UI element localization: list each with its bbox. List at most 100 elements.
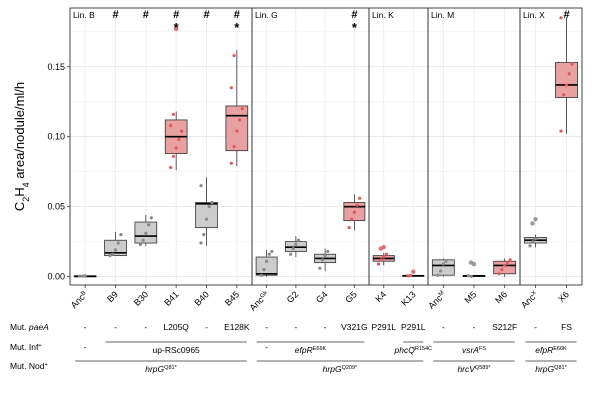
x-tick-label: B41 [162, 289, 180, 307]
data-point [436, 273, 440, 277]
significance-hash: # [112, 9, 118, 21]
data-point [562, 93, 566, 97]
x-tick-label: M5 [462, 289, 478, 305]
annotation-cell: - [473, 322, 476, 332]
data-point [497, 272, 501, 276]
box-iqr [104, 239, 127, 257]
x-tick-label: M6 [493, 289, 509, 305]
annotation-span-label: phcQR154C [394, 345, 433, 355]
data-point [294, 242, 298, 247]
data-point [232, 144, 236, 149]
annotation-span-label: hrpGQ81* [145, 364, 177, 374]
box-b40: # [195, 9, 218, 246]
annotation-cell: - [265, 342, 268, 352]
x-tick-label: G4 [314, 289, 330, 305]
data-point [177, 137, 181, 142]
data-point [528, 244, 532, 248]
data-point [138, 242, 142, 247]
panel-label: Lin. B [73, 10, 95, 20]
data-point [289, 252, 293, 256]
box-k13 [402, 269, 425, 278]
box-g5: #* [343, 9, 366, 231]
data-point [265, 259, 269, 263]
annotation-cell: FS [561, 322, 572, 332]
data-point [508, 258, 512, 262]
data-point [83, 274, 87, 278]
grid [70, 8, 582, 285]
data-point [237, 118, 242, 122]
data-point [180, 129, 184, 133]
data-point [169, 165, 173, 170]
annotation-cell: - [294, 322, 297, 332]
data-point [384, 252, 389, 256]
mutation-annotations: Mut. paeA - - - L205Q - E128K - - - V321G P291L P291… [10, 322, 577, 374]
data-point [352, 210, 356, 214]
x-tick-label: AncX [519, 289, 540, 310]
box-iqr [493, 260, 517, 275]
annotation-cell: P291L [401, 322, 426, 332]
data-point [259, 273, 263, 277]
data-point [174, 146, 178, 150]
panel-background [520, 8, 582, 285]
panel-label: Lin. K [372, 10, 394, 20]
data-point [141, 238, 145, 242]
panel-lin-g: #* Lin. G [251, 7, 370, 286]
x-tick-label: B45 [223, 289, 241, 307]
data-point [318, 266, 322, 270]
data-point [199, 241, 203, 245]
y-tick-label: 0.05 [47, 202, 65, 212]
outlier-point [173, 26, 179, 32]
x-tick-label: X6 [556, 289, 571, 304]
data-point [119, 233, 123, 237]
data-point [144, 231, 148, 235]
data-point [350, 217, 354, 221]
data-point [262, 268, 266, 272]
data-point [202, 233, 206, 237]
x-tick-label: AncB [69, 289, 90, 310]
panel-label: Lin. X [523, 10, 545, 20]
box-iqr [195, 202, 218, 229]
box-anc-m [431, 258, 455, 277]
data-point [559, 16, 563, 20]
data-point [444, 259, 448, 263]
box-b9: # [104, 9, 127, 258]
significance-hash: # [143, 9, 149, 21]
panel-lin-x: # Lin. X [519, 7, 583, 286]
annotation-cell: - [144, 322, 147, 332]
annotation-span-label: up-RSc0965 [153, 345, 201, 355]
data-point [347, 226, 351, 230]
annotation-row-label: Mut. Nod+ [10, 361, 48, 371]
box-iqr [225, 105, 249, 152]
annotation-span-label: hrpGQ81* [535, 364, 567, 374]
plot-panels: # # #*# #*Lin. B #*Lin. G Lin. K Lin. M #Lin. X [69, 7, 583, 286]
data-point [229, 86, 233, 90]
x-tick-label: B40 [193, 289, 211, 307]
annotation-span-label: efpRE66K [535, 345, 567, 355]
annotation-cell: - [84, 342, 87, 352]
data-point [500, 268, 504, 272]
annotation-cell: - [84, 322, 87, 332]
data-point [171, 154, 176, 158]
data-point [146, 223, 151, 227]
data-point [408, 273, 413, 278]
data-point [235, 129, 239, 133]
box-g4 [314, 248, 337, 272]
x-axis: AncB B9 B30 B41 B40 B45 AncGk G2 G4 G5 K4 K13 AncM M5… [69, 285, 571, 313]
data-point [80, 274, 85, 278]
data-point [171, 112, 176, 116]
data-point [111, 252, 115, 256]
data-point [441, 262, 445, 266]
annotation-cell: - [324, 322, 327, 332]
outlier-point [411, 269, 416, 274]
data-point [116, 241, 120, 245]
annotation-span-label: hrpGQ209* [323, 364, 358, 374]
data-point [531, 240, 535, 244]
data-point [570, 62, 574, 66]
data-point [466, 274, 471, 278]
data-point [229, 161, 233, 165]
data-point [204, 217, 209, 221]
data-point [149, 216, 153, 220]
data-point [567, 72, 571, 76]
data-point [320, 258, 325, 262]
y-axis: 0.00 0.05 0.10 0.15 C2H4 area/nodule/ml/h [12, 62, 70, 282]
